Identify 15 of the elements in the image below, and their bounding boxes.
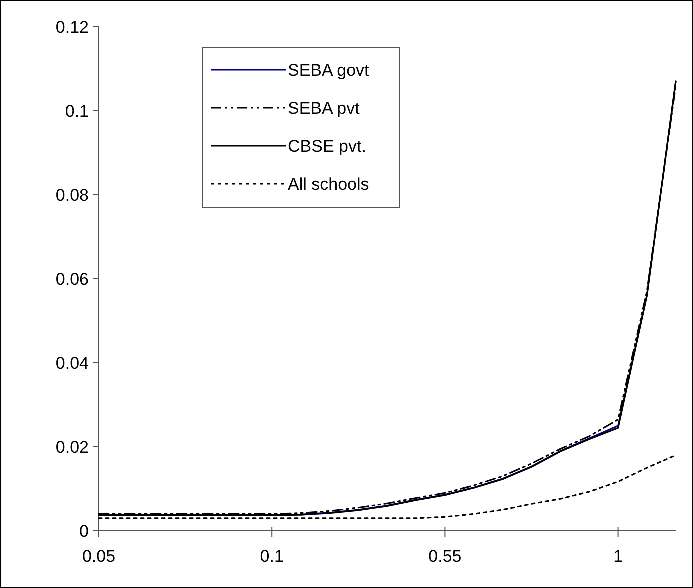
legend-label: SEBA govt [288,60,370,80]
legend-label: CBSE pvt. [288,136,366,156]
legend-label: All schools [288,174,370,194]
y-tick-label: 0.12 [56,18,89,37]
y-tick-label: 0.06 [56,270,89,289]
legend-label: SEBA pvt [288,98,360,118]
x-tick-label: 0.1 [260,547,284,566]
y-tick-label: 0.02 [56,438,89,457]
x-tick-label: 0.55 [428,547,462,566]
y-tick-label: 0.1 [65,102,89,121]
y-tick-label: 0 [80,522,89,541]
y-tick-label: 0.04 [56,354,89,373]
x-tick-label: 1 [614,547,624,566]
y-tick-label: 0.08 [56,186,89,205]
x-tick-label: 0.05 [82,547,116,566]
